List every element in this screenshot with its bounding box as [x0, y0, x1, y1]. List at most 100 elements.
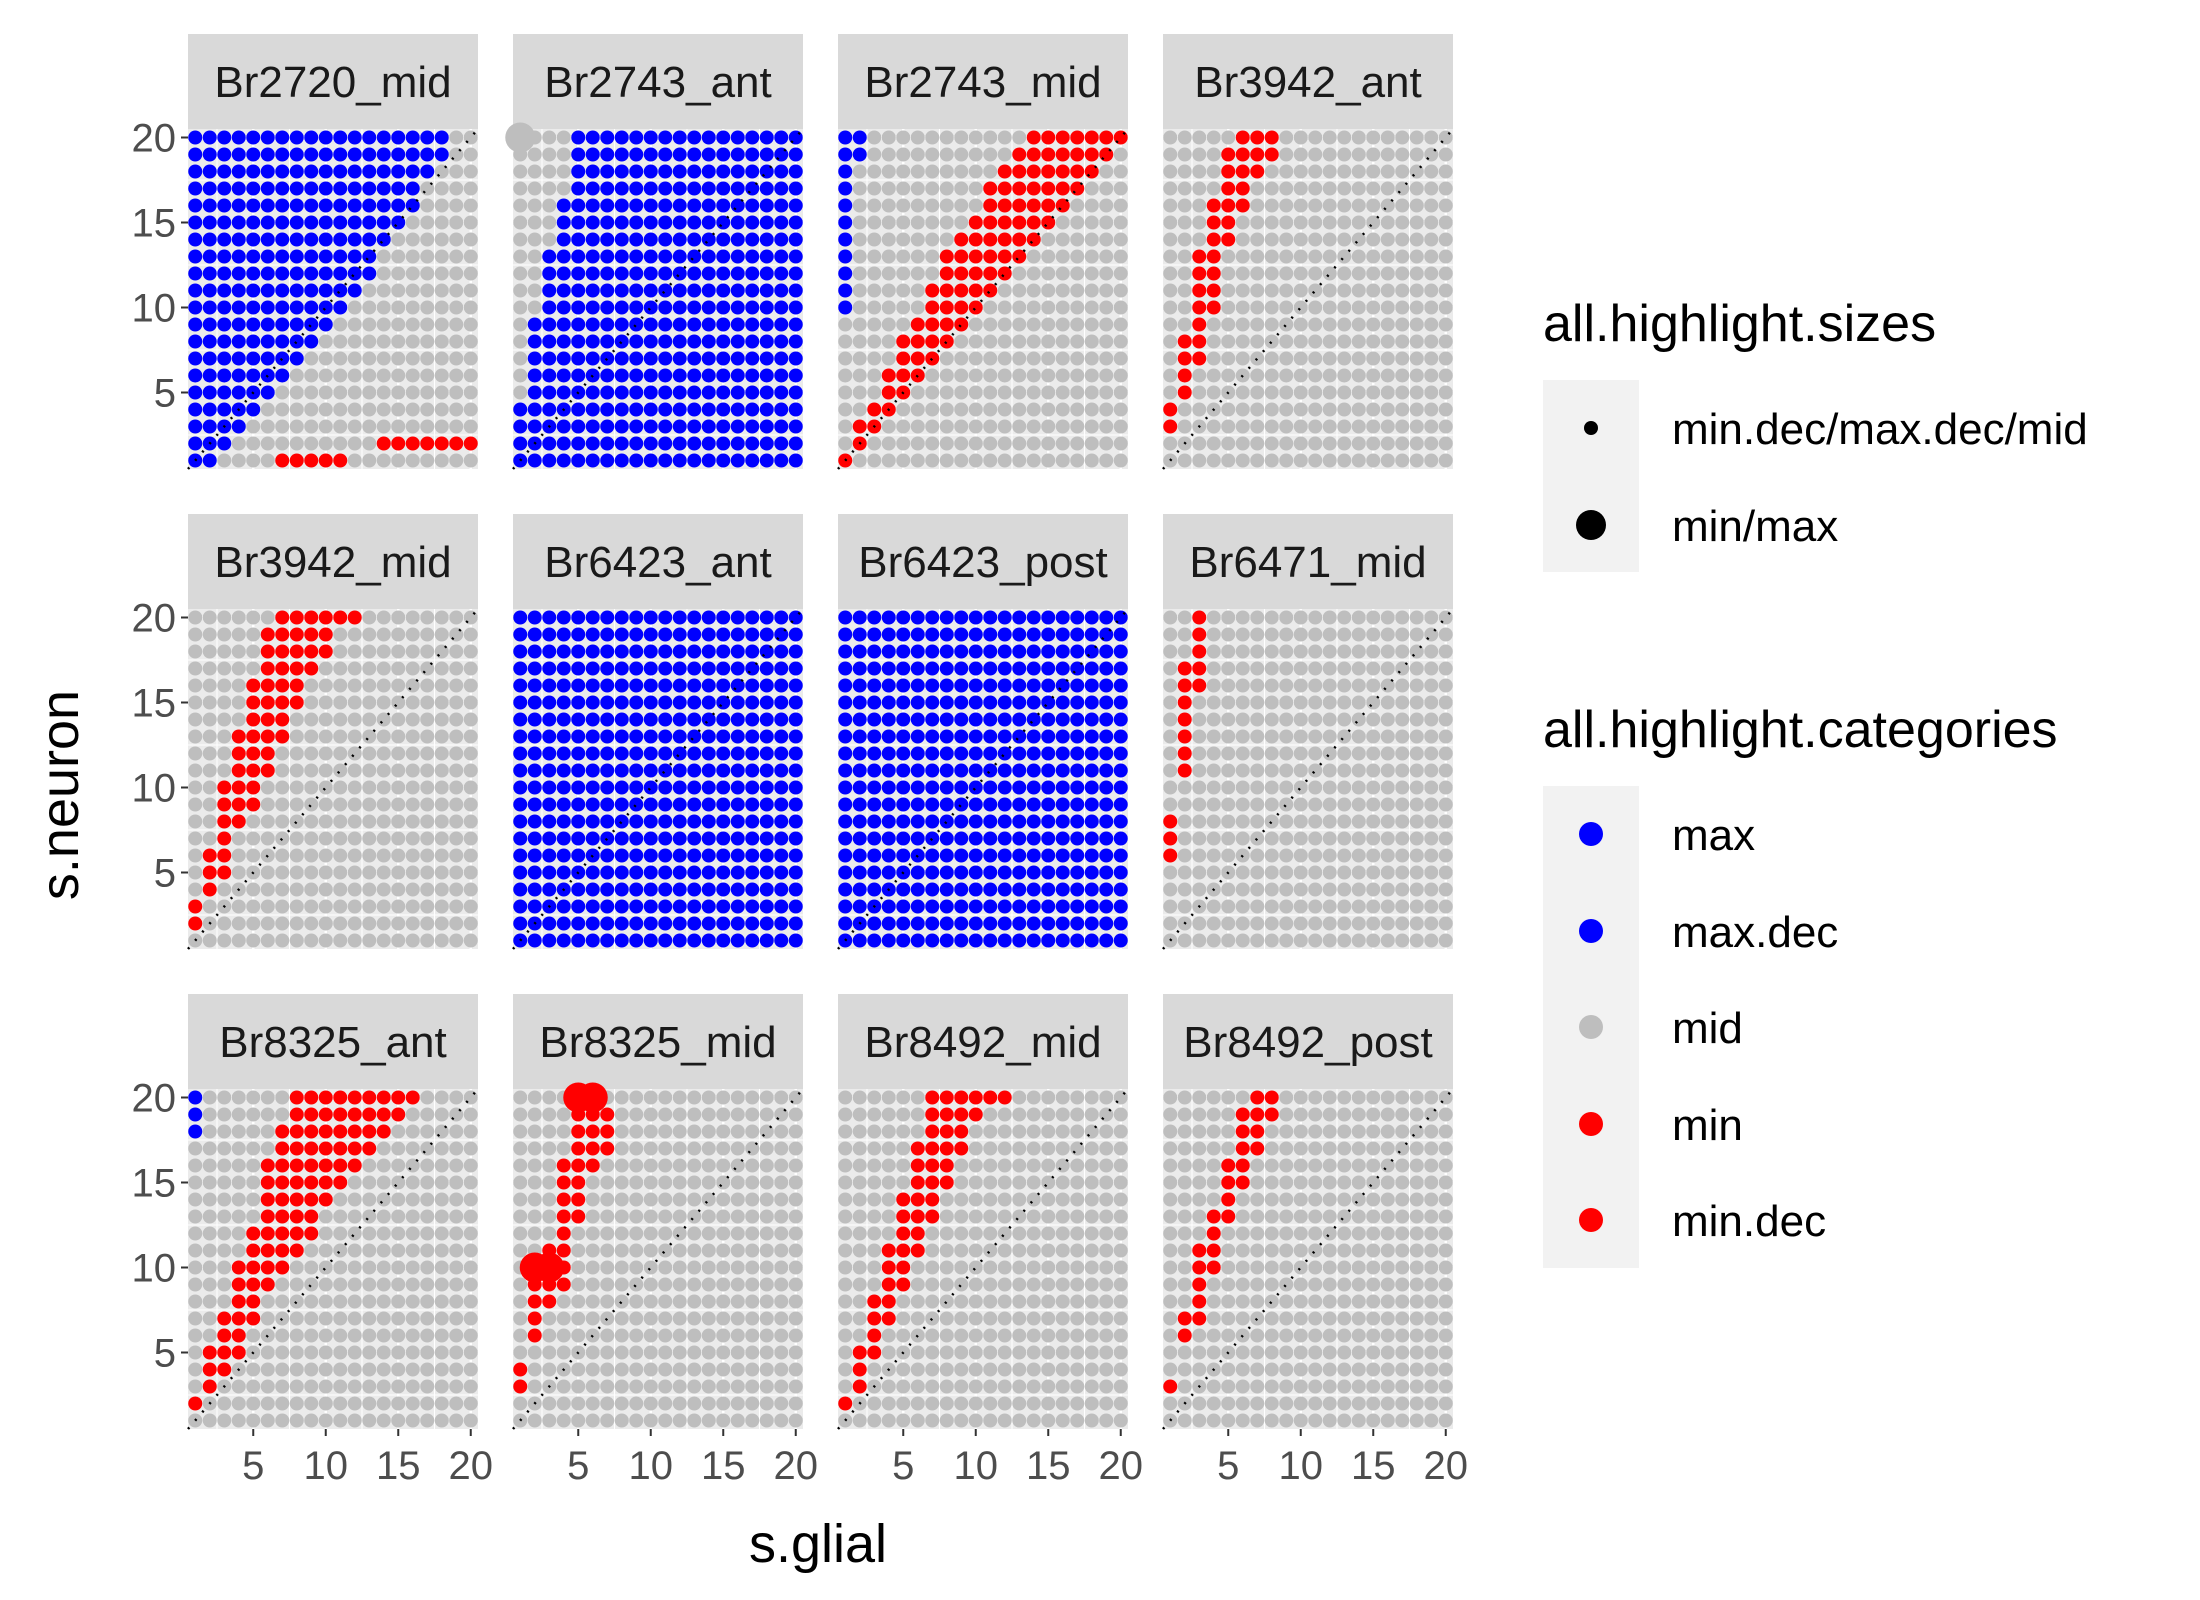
point-mid	[1250, 797, 1265, 812]
point-max	[571, 882, 586, 897]
point-max	[759, 933, 774, 948]
point-min	[1221, 215, 1236, 230]
point-max	[672, 249, 687, 264]
point-min	[939, 300, 954, 315]
point-min	[231, 1277, 246, 1292]
point-max	[1113, 644, 1128, 659]
point-max	[730, 130, 745, 145]
point-mid	[1235, 1379, 1250, 1394]
point-mid	[1279, 436, 1294, 451]
point-mid	[788, 1158, 803, 1173]
point-max	[420, 147, 435, 162]
point-mid	[983, 1175, 998, 1190]
point-mid	[997, 1141, 1012, 1156]
point-max	[1113, 831, 1128, 846]
point-mid	[1012, 1090, 1027, 1105]
point-mid	[643, 1362, 658, 1377]
point-mid	[347, 661, 362, 676]
point-mid	[1337, 1396, 1352, 1411]
point-mid	[1113, 1175, 1128, 1190]
point-mid	[852, 1226, 867, 1241]
point-max	[954, 797, 969, 812]
point-mid	[1070, 317, 1085, 332]
point-mid	[838, 1345, 853, 1360]
point-mid	[362, 334, 377, 349]
point-mid	[188, 661, 203, 676]
point-max	[925, 933, 940, 948]
point-max	[701, 865, 716, 880]
point-min	[983, 181, 998, 196]
point-min	[275, 1243, 290, 1258]
point-mid	[730, 1090, 745, 1105]
point-max	[629, 610, 644, 625]
point-max	[983, 814, 998, 829]
point-mid	[347, 1277, 362, 1292]
point-mid	[1279, 317, 1294, 332]
point-mid	[1250, 351, 1265, 366]
point-mid	[1366, 610, 1381, 625]
point-max	[910, 729, 925, 744]
point-mid	[1221, 419, 1236, 434]
point-mid	[1366, 712, 1381, 727]
point-mid	[1250, 746, 1265, 761]
point-max	[1099, 797, 1114, 812]
point-max	[867, 865, 882, 880]
point-max	[745, 419, 760, 434]
point-mid	[1322, 181, 1337, 196]
point-mid	[304, 385, 319, 400]
point-min	[983, 249, 998, 264]
point-max	[318, 215, 333, 230]
point-mid	[434, 419, 449, 434]
point-mid	[527, 1226, 542, 1241]
point-mid	[1026, 1294, 1041, 1309]
points	[505, 122, 803, 468]
point-mid	[1438, 1192, 1453, 1207]
point-mid	[405, 763, 420, 778]
point-mid	[1424, 164, 1439, 179]
point-min	[1177, 746, 1192, 761]
point-mid	[1070, 1294, 1085, 1309]
point-mid	[643, 1413, 658, 1428]
point-max	[1070, 780, 1085, 795]
point-max	[188, 198, 203, 213]
point-mid	[463, 419, 478, 434]
point-max	[614, 899, 629, 914]
point-max	[231, 385, 246, 400]
point-mid	[434, 1362, 449, 1377]
point-min	[852, 1362, 867, 1377]
point-max	[391, 164, 406, 179]
point-mid	[910, 1260, 925, 1275]
point-mid	[1337, 610, 1352, 625]
point-mid	[1380, 130, 1395, 145]
point-mid	[420, 1328, 435, 1343]
point-mid	[1293, 627, 1308, 642]
point-max	[246, 317, 261, 332]
point-mid	[376, 916, 391, 931]
points	[838, 610, 1128, 948]
point-min	[260, 1192, 275, 1207]
point-mid	[463, 610, 478, 625]
point-max	[788, 419, 803, 434]
point-mid	[788, 1311, 803, 1326]
point-max	[997, 882, 1012, 897]
point-max	[701, 317, 716, 332]
point-mid	[449, 1362, 464, 1377]
point-max	[1113, 627, 1128, 642]
point-max	[983, 712, 998, 727]
point-mid	[867, 351, 882, 366]
point-max	[188, 147, 203, 162]
point-max	[701, 453, 716, 468]
point-mid	[1026, 334, 1041, 349]
point-mid	[434, 899, 449, 914]
point-mid	[896, 164, 911, 179]
point-mid	[1206, 334, 1221, 349]
point-mid	[1409, 181, 1424, 196]
point-mid	[362, 317, 377, 332]
point-mid	[1424, 130, 1439, 145]
point-mid	[1070, 1243, 1085, 1258]
point-mid	[1177, 644, 1192, 659]
point-mid	[1351, 729, 1366, 744]
point-max	[629, 916, 644, 931]
point-mid	[217, 1141, 232, 1156]
point-mid	[362, 627, 377, 642]
